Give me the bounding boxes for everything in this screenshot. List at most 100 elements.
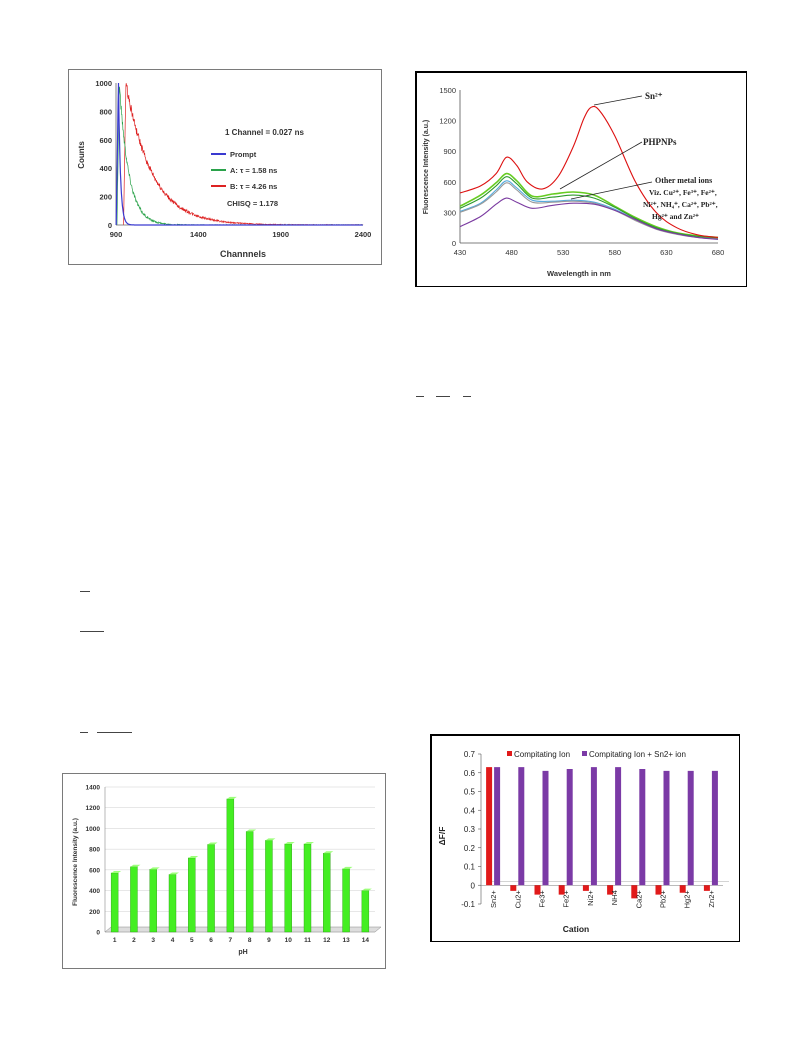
decay-xlabel: Channnels (220, 249, 266, 259)
ph-bar-top (207, 842, 218, 845)
emission-x-tick: 580 (609, 248, 622, 257)
ph-ylabel: Fluorescence Intensity (a.u.) (72, 818, 79, 906)
int-x-tick: Ca2+ (634, 890, 643, 909)
int-x-tick: NH4 (610, 890, 619, 905)
legend-swatch-competing-sn (582, 751, 587, 756)
ph-bar (149, 869, 157, 933)
ph-xlabel: pH (238, 949, 247, 956)
label-other-3: Ni²⁺, NH₄⁺, Ca²⁺, Pb²⁺, (643, 200, 718, 209)
ph-bar-top (361, 888, 372, 891)
int-y-tick: 0 (471, 881, 476, 890)
int-bar (615, 767, 622, 886)
divider (80, 591, 90, 592)
ph-x-tick: 11 (304, 937, 311, 944)
ph-bar (342, 868, 350, 933)
int-x-tick: Fe2+ (562, 890, 571, 908)
legend-swatch-competing (507, 751, 512, 756)
int-y-tick: 0.4 (464, 806, 476, 815)
legend-prompt: Prompt (230, 150, 257, 159)
decay-series-line (115, 82, 363, 226)
int-bar (687, 770, 694, 886)
ph-y-tick: 1200 (86, 805, 101, 812)
int-y-tick: 0.6 (464, 769, 476, 778)
ph-bar-top (342, 866, 353, 869)
ph-y-tick: 1000 (86, 826, 101, 833)
int-y-tick: 0.3 (464, 825, 476, 834)
ph-bar (245, 831, 254, 933)
label-php: PHPNPs (643, 137, 677, 147)
int-y-tick: -0.1 (461, 900, 475, 909)
emission-y-tick: 600 (443, 178, 456, 187)
ph-y-tick: 1400 (86, 785, 101, 792)
legend-competing: Compitating Ion (514, 750, 570, 759)
ph-bar-top (323, 851, 334, 854)
ph-x-tick: 4 (171, 937, 175, 944)
decay-ylabel: Counts (77, 141, 86, 169)
ph-bar-top (130, 864, 141, 867)
int-y-tick: 0.1 (464, 863, 476, 872)
ph-x-tick: 8 (248, 937, 252, 944)
emission-series-line (459, 105, 719, 238)
decay-x-tick: 1900 (272, 230, 289, 239)
int-bar (631, 885, 638, 899)
ph-y-tick: 200 (89, 909, 100, 916)
emission-chart-panel: 0 300 600 900 1200 1500 430 480 530 580 630 680 Sn²… (415, 71, 747, 287)
ph-x-tick: 2 (132, 937, 136, 944)
label-other-4: Hg²⁺ and Zn²⁺ (652, 212, 699, 221)
decay-y-tick: 400 (99, 164, 112, 173)
decay-y-tick: 200 (99, 193, 112, 202)
ph-x-tick: 7 (229, 937, 233, 944)
ph-bar (303, 843, 312, 933)
int-bar (542, 770, 549, 886)
int-x-tick: Pb2+ (659, 890, 668, 908)
int-bar (518, 767, 525, 886)
emission-x-tick: 630 (660, 248, 673, 257)
decay-y-tick: 1000 (95, 79, 112, 88)
int-x-tick: Sn2+ (489, 890, 498, 908)
decay-chart-panel: 0 200 400 600 800 1000 900 1400 1900 2400 1 Chann… (68, 69, 382, 265)
ph-bar-top (188, 855, 199, 858)
ph-y-tick: 400 (89, 888, 100, 895)
int-y-tick: 0.5 (464, 788, 476, 797)
divider (97, 732, 132, 733)
emission-xlabel: Wavelength in nm (547, 269, 611, 278)
int-bar (655, 885, 662, 895)
emission-x-tick: 530 (557, 248, 570, 257)
ph-floor (104, 926, 382, 933)
emission-y-tick: 1500 (439, 86, 456, 95)
int-bar (582, 885, 589, 891)
emission-ylabel: Fluorescence Intensity (a.u.) (423, 120, 430, 215)
ph-bar (188, 857, 196, 933)
decay-x-tick: 900 (110, 230, 123, 239)
emission-y-tick: 300 (443, 208, 456, 217)
emission-series-line (459, 172, 719, 239)
emission-y-tick: 900 (443, 147, 456, 156)
label-sn: Sn²⁺ (645, 91, 663, 101)
divider (463, 396, 471, 397)
ph-x-tick: 9 (267, 937, 271, 944)
ph-x-tick: 5 (190, 937, 194, 944)
ph-bar (168, 874, 177, 933)
decay-x-tick: 1400 (190, 230, 207, 239)
ph-bar (284, 843, 292, 933)
ph-bar (207, 844, 215, 933)
label-other-1: Other metal ions (655, 176, 712, 185)
int-y-tick: 0.7 (464, 750, 476, 759)
int-x-tick: Zn2+ (707, 890, 716, 908)
decay-chart: 0 200 400 600 800 1000 900 1400 1900 2400 1 Chann… (77, 79, 371, 259)
emission-x-tick: 680 (712, 248, 725, 257)
ph-x-tick: 13 (342, 937, 350, 944)
decay-chisq: CHISQ = 1.178 (227, 199, 278, 208)
int-bar (534, 885, 541, 895)
arrow-sn (593, 95, 643, 106)
ph-bar-top (304, 841, 314, 844)
divider (80, 732, 88, 733)
int-bar (510, 885, 517, 891)
interference-ylabel: ΔF/F (437, 827, 447, 846)
int-bar (639, 769, 646, 886)
emission-series-line (459, 176, 719, 239)
int-bar (703, 885, 710, 891)
ph-bar (323, 853, 331, 933)
ph-bar (226, 798, 235, 933)
